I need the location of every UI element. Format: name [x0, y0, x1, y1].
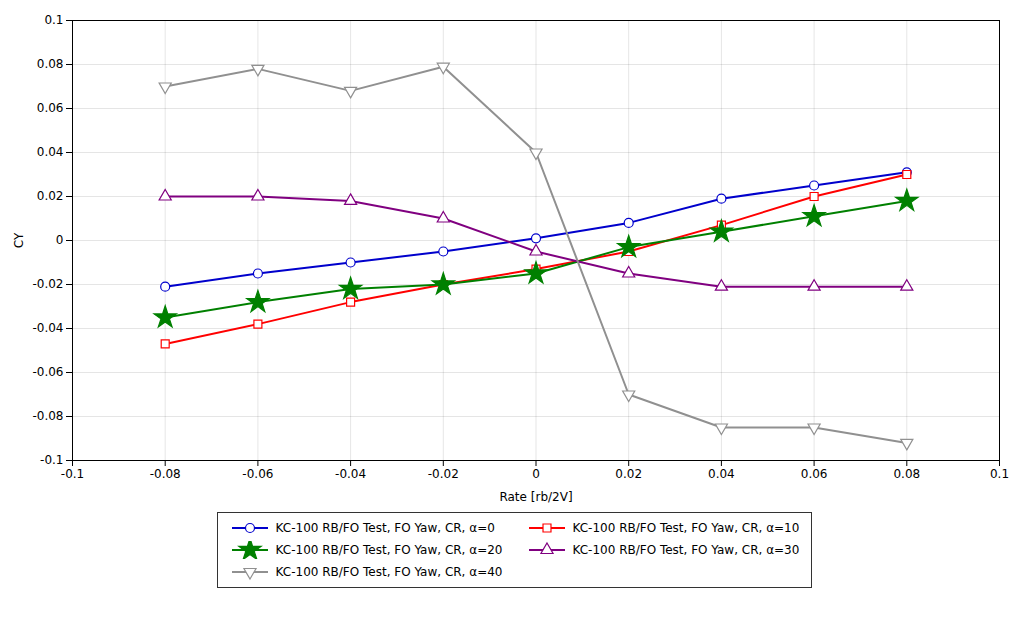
svg-text:0.1: 0.1: [990, 467, 1009, 481]
svg-text:-0.1: -0.1: [40, 453, 63, 467]
svg-text:0.04: 0.04: [708, 467, 735, 481]
svg-text:-0.06: -0.06: [242, 467, 273, 481]
svg-text:0.08: 0.08: [893, 467, 920, 481]
svg-text:0: 0: [56, 233, 64, 247]
svg-text:-0.04: -0.04: [335, 467, 366, 481]
svg-text:-0.08: -0.08: [150, 467, 181, 481]
svg-text:-0.08: -0.08: [32, 409, 63, 423]
svg-text:-0.02: -0.02: [428, 467, 459, 481]
svg-text:0.08: 0.08: [37, 57, 64, 71]
svg-text:-0.06: -0.06: [32, 365, 63, 379]
svg-text:0.06: 0.06: [801, 467, 828, 481]
svg-text:-0.02: -0.02: [32, 277, 63, 291]
svg-text:0.1: 0.1: [44, 13, 63, 27]
svg-text:0.06: 0.06: [37, 101, 64, 115]
svg-text:0: 0: [532, 467, 540, 481]
svg-text:0.04: 0.04: [37, 145, 64, 159]
html-text:KC-100 RB/FO Test, FO Yaw, CR,: KC-100 RB/FO Test, FO Yaw, CR, α=40: [275, 565, 503, 579]
html-text:KC-100 RB/FO Test, FO Yaw, CR,: KC-100 RB/FO Test, FO Yaw, CR, α=10: [572, 521, 800, 535]
html-text:KC-100 RB/FO Test, FO Yaw, CR,: KC-100 RB/FO Test, FO Yaw, CR, α=30: [572, 543, 800, 557]
svg-text:0.02: 0.02: [37, 189, 64, 203]
svg-text:-0.04: -0.04: [32, 321, 63, 335]
html-text:KC-100 RB/FO Test, FO Yaw, CR,: KC-100 RB/FO Test, FO Yaw, CR, α=20: [275, 543, 503, 557]
svg-text:-0.1: -0.1: [61, 467, 84, 481]
svg-text:Rate [rb/2V]: Rate [rb/2V]: [499, 490, 572, 504]
html-text:KC-100 RB/FO Test, FO Yaw, CR,: KC-100 RB/FO Test, FO Yaw, CR, α=0: [275, 521, 495, 535]
svg-text:CY: CY: [12, 232, 26, 248]
svg-text:0.02: 0.02: [615, 467, 642, 481]
